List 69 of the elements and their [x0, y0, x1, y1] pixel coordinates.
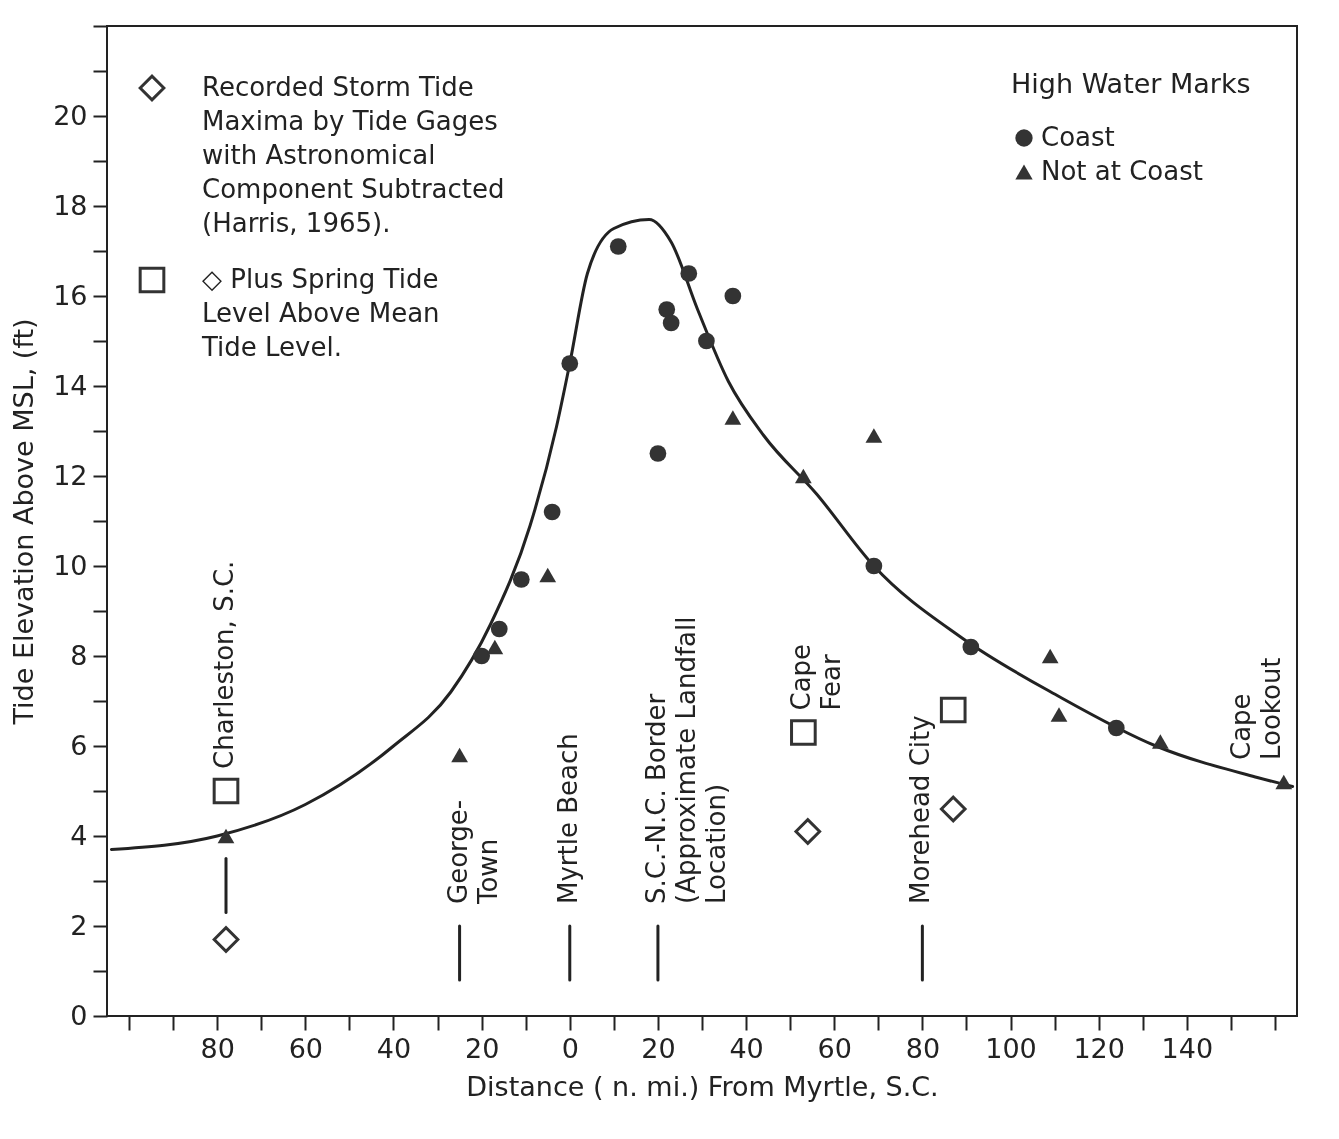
point — [1275, 774, 1293, 790]
y-tick-label: 2 — [70, 909, 88, 941]
point — [1050, 707, 1068, 722]
y-tick-label: 0 — [70, 999, 88, 1031]
point — [794, 818, 822, 845]
y-tick-label: 8 — [70, 639, 88, 671]
point — [865, 557, 883, 575]
point — [451, 747, 468, 763]
point — [962, 638, 980, 656]
point — [539, 567, 557, 583]
point — [939, 795, 967, 823]
x-tick-label: 20 — [464, 1032, 500, 1064]
x-tick-label: 80 — [905, 1032, 941, 1064]
y-tick-label: 16 — [53, 279, 88, 311]
point — [1107, 719, 1125, 737]
point — [1041, 648, 1059, 664]
y-tick-label: 12 — [53, 459, 88, 491]
annotation: S.C.-N.C. Border (Approximate Landfall Location) — [640, 616, 731, 904]
x-tick-label: 120 — [1073, 1032, 1125, 1064]
point — [662, 314, 680, 332]
point — [658, 301, 676, 318]
point — [649, 445, 667, 462]
legend-label: Recorded Storm Tide Maxima by Tide Gages with Astronomical Component Subtracted (Harris, 1965). — [202, 72, 505, 238]
x-tick-label: 60 — [817, 1032, 852, 1064]
annotation: George- Town — [442, 799, 503, 905]
point — [865, 428, 883, 443]
point — [473, 647, 490, 665]
x-tick-label: 20 — [641, 1032, 676, 1064]
annotation: Morehead City — [905, 715, 936, 904]
point — [698, 332, 715, 350]
y-tick-label: 4 — [70, 819, 88, 851]
x-tick-label: 0 — [561, 1032, 579, 1064]
point — [790, 719, 817, 746]
legend-label: Not at Coast — [1041, 156, 1203, 186]
point — [724, 287, 742, 305]
point — [212, 777, 240, 805]
y-tick-label: 20 — [53, 99, 88, 131]
x-tick-label: 40 — [376, 1032, 412, 1064]
annotation: Myrtle Beach — [552, 733, 583, 904]
legend-title: High Water Marks — [1011, 68, 1251, 99]
y-tick-label: 6 — [70, 729, 88, 761]
x-tick-label: 60 — [288, 1032, 324, 1064]
x-tick-label: 140 — [1161, 1032, 1214, 1064]
y-tick-label: 14 — [53, 369, 88, 401]
point — [609, 238, 627, 255]
x-tick-label: 80 — [200, 1032, 235, 1064]
point — [561, 355, 579, 372]
point — [795, 468, 812, 484]
legend-label: Coast — [1041, 122, 1115, 152]
x-axis-title: Distance ( n. mi.) From Myrtle, S.C. — [466, 1070, 939, 1102]
y-tick-label: 18 — [53, 189, 88, 221]
y-tick-label: 10 — [53, 549, 88, 581]
point — [512, 571, 530, 588]
x-tick-label: 100 — [985, 1032, 1037, 1064]
point — [939, 696, 967, 724]
point — [212, 926, 240, 953]
annotation: Cape Fear — [786, 643, 847, 711]
point — [1152, 734, 1169, 749]
point — [680, 265, 698, 282]
x-tick-label: 40 — [729, 1032, 764, 1064]
annotation: Charleston, S.C. — [209, 560, 239, 769]
point — [490, 620, 508, 638]
point — [543, 503, 561, 521]
annotation: Cape Lookout — [1226, 657, 1286, 760]
point — [217, 828, 235, 844]
point — [486, 639, 504, 655]
point — [724, 410, 742, 425]
legend-label: ◇ Plus Spring Tide Level Above Mean Tide Level. — [201, 264, 440, 362]
y-axis-title: Tide Elevation Above MSL, (ft) — [8, 318, 40, 726]
